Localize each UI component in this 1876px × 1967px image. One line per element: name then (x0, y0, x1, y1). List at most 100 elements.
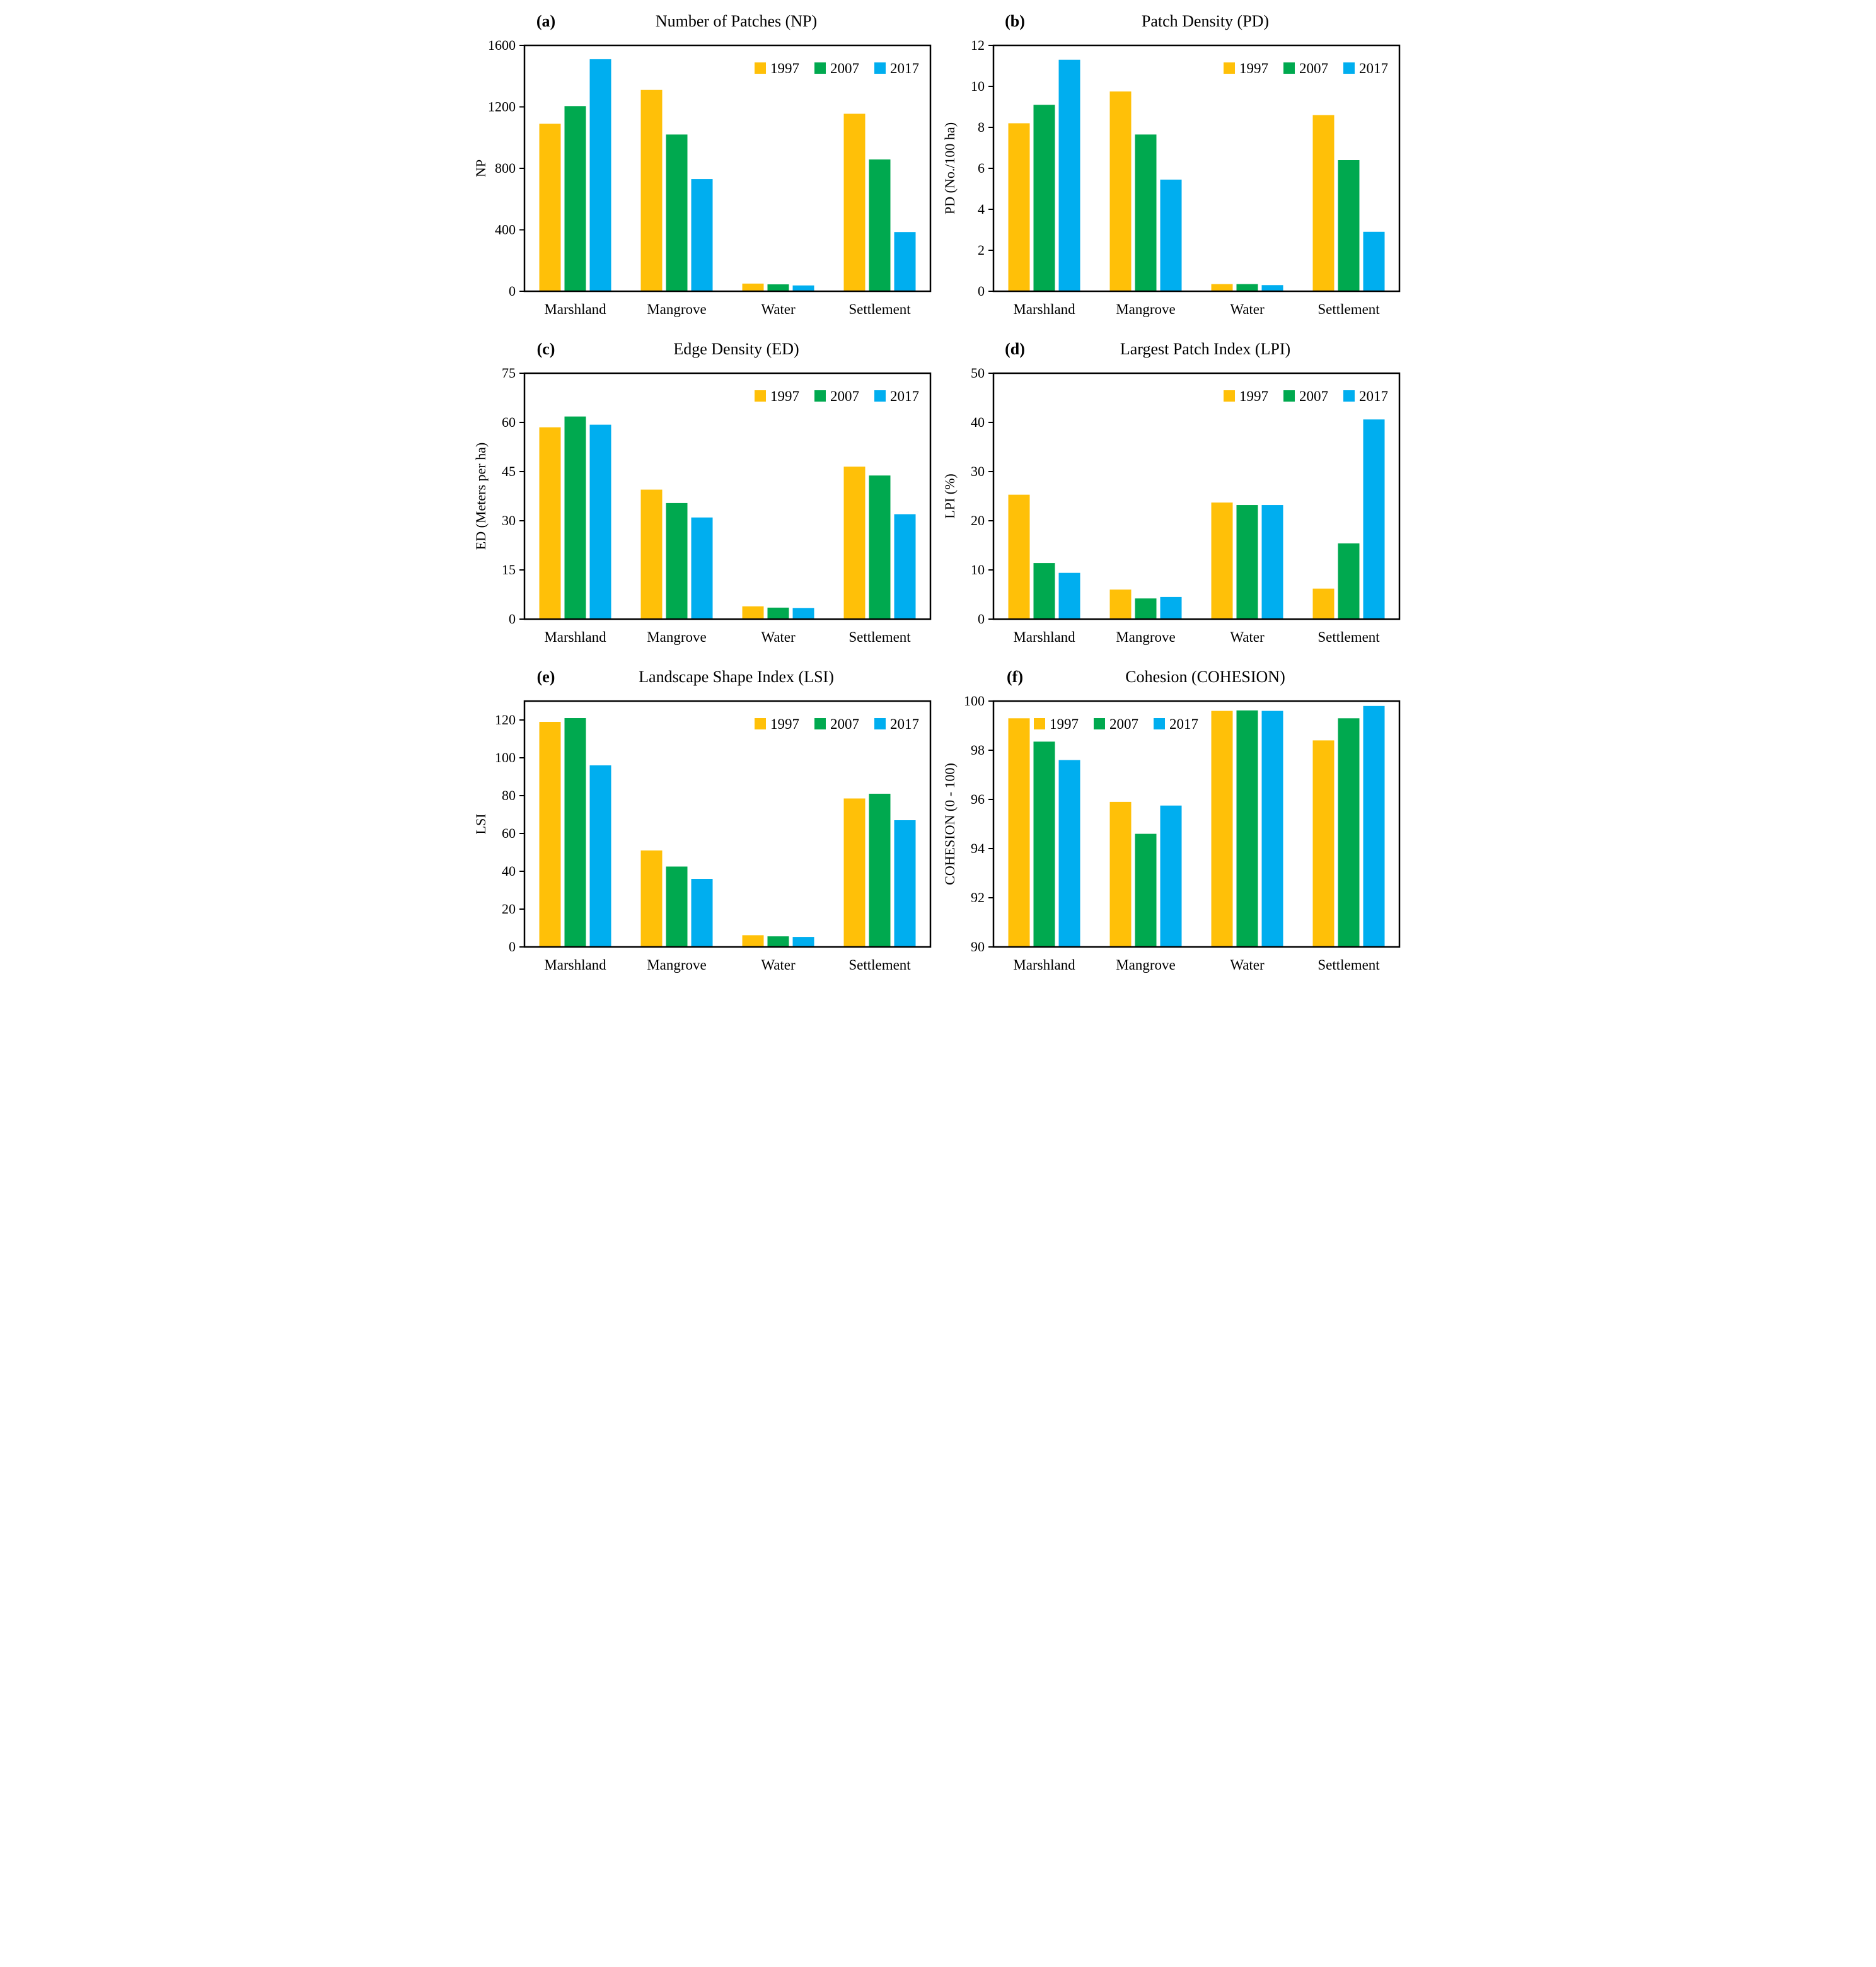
plot-frame (992, 44, 1401, 293)
bar-2007-marshland (564, 106, 586, 291)
bar-1997-mangrove (640, 489, 663, 619)
legend-item-1997: 1997 (755, 716, 799, 732)
bar-2017-marshland (1058, 59, 1080, 291)
x-category-label: Settlement (848, 629, 911, 645)
legend-item-2017: 2017 (1154, 716, 1198, 732)
legend-label-2017: 2017 (890, 716, 919, 732)
bar-2007-water (1236, 710, 1258, 947)
y-tick-label: 1600 (488, 37, 516, 53)
y-tick-label: 0 (509, 611, 516, 627)
y-tick-label: 120 (495, 712, 516, 728)
bar-2007-mangrove (1135, 833, 1157, 947)
legend-swatch-2017 (874, 718, 886, 729)
legend-swatch-1997 (755, 62, 766, 74)
bar-2007-settlement (1338, 718, 1360, 947)
chart-panel-e: (e) Landscape Shape Index (LSI) LSI 0 20 40 60… (469, 656, 938, 984)
bar-1997-mangrove (1109, 801, 1132, 947)
legend-item-2017: 2017 (1343, 388, 1388, 404)
y-tick-label: 30 (971, 463, 985, 479)
legend-swatch-2007 (1283, 390, 1295, 402)
bar-2017-mangrove (1160, 179, 1182, 292)
bar-1997-marshland (1008, 718, 1030, 947)
bar-2017-settlement (1363, 419, 1385, 619)
x-category-label: Settlement (848, 301, 911, 317)
y-tick-label: 10 (971, 562, 985, 577)
y-tick-label: 100 (964, 693, 985, 709)
legend-item-2017: 2017 (874, 716, 919, 732)
bar-1997-water (742, 606, 764, 619)
x-category-label: Settlement (1317, 629, 1380, 645)
y-tick-label: 92 (971, 890, 985, 905)
bar-1997-marshland (539, 722, 561, 947)
bar-2017-settlement (1363, 231, 1385, 291)
legend-item-1997: 1997 (1034, 716, 1079, 732)
bar-1997-settlement (843, 798, 866, 947)
y-tick-label: 45 (502, 463, 516, 479)
plot-frame (992, 700, 1401, 948)
y-axis-label: PD (No./100 ha) (942, 122, 958, 214)
x-category-label: Water (761, 629, 796, 645)
x-category-label: Water (761, 301, 796, 317)
chart-panel-f: (f) Cohesion (COHESION) COHESION (0 - 100)… (938, 656, 1407, 984)
y-tick-label: 100 (495, 750, 516, 765)
y-tick-label: 0 (509, 283, 516, 299)
y-axis-label: LPI (%) (942, 473, 958, 518)
y-tick-label: 12 (971, 37, 985, 53)
chart-svg-b: (b) Patch Density (PD) PD (No./100 ha) 0 2 4 6… (942, 12, 1401, 317)
x-category-label: Water (1230, 957, 1265, 973)
legend-item-2007: 2007 (814, 61, 859, 76)
bar-1997-mangrove (640, 90, 663, 291)
x-category-label: Mangrove (647, 301, 707, 317)
bar-2017-water (1261, 285, 1283, 291)
y-tick-label: 20 (971, 513, 985, 528)
x-category-label: Mangrove (1116, 301, 1176, 317)
panel-title: Cohesion (COHESION) (1125, 668, 1285, 686)
legend-item-1997: 1997 (1224, 61, 1268, 76)
legend-label-2017: 2017 (1359, 388, 1388, 404)
bar-2007-settlement (1338, 543, 1360, 619)
bar-2017-marshland (589, 59, 611, 291)
y-tick-label: 90 (971, 939, 985, 954)
y-axis-label: NP (473, 160, 489, 177)
x-category-label: Mangrove (1116, 957, 1176, 973)
legend-label-2017: 2017 (1359, 61, 1388, 76)
y-axis-label: LSI (473, 814, 489, 835)
panel-title: Largest Patch Index (LPI) (1120, 340, 1290, 358)
legend-label-2017: 2017 (1169, 716, 1198, 732)
x-category-label: Mangrove (1116, 629, 1176, 645)
chart-panel-a: (a) Number of Patches (NP) NP 0 400 800 1200 16… (469, 0, 938, 328)
legend-item-2007: 2007 (814, 716, 859, 732)
y-tick-label: 0 (978, 611, 985, 627)
chart-panel-c: (c) Edge Density (ED) ED (Meters per ha) 0 1… (469, 328, 938, 656)
legend-label-2007: 2007 (830, 61, 859, 76)
panel-title: Edge Density (ED) (673, 340, 799, 358)
bar-1997-mangrove (640, 850, 663, 947)
y-tick-label: 8 (978, 119, 985, 135)
panel-title: Landscape Shape Index (LSI) (639, 668, 834, 686)
plot-frame (523, 700, 932, 948)
legend-swatch-1997 (1224, 390, 1235, 402)
bar-2007-mangrove (666, 134, 688, 291)
legend-label-1997: 1997 (770, 61, 799, 76)
legend-label-2007: 2007 (1299, 61, 1328, 76)
legend-swatch-2017 (1343, 390, 1355, 402)
y-tick-label: 1200 (488, 99, 516, 115)
bar-1997-settlement (843, 113, 866, 291)
legend-swatch-2007 (814, 390, 826, 402)
chart-svg-a: (a) Number of Patches (NP) NP 0 400 800 1200 16… (473, 12, 932, 317)
bar-2017-marshland (589, 424, 611, 619)
legend-item-2007: 2007 (1094, 716, 1138, 732)
legend-label-1997: 1997 (770, 388, 799, 404)
bar-2007-water (767, 936, 789, 947)
y-tick-label: 4 (978, 201, 985, 217)
panel-letter: (f) (1007, 668, 1023, 686)
legend-item-2007: 2007 (814, 388, 859, 404)
legend-item-2007: 2007 (1283, 61, 1328, 76)
legend-item-1997: 1997 (1224, 388, 1268, 404)
plot-frame (523, 44, 932, 293)
legend-swatch-2017 (1154, 718, 1165, 729)
bar-2017-mangrove (691, 517, 713, 619)
panel-letter: (e) (537, 668, 555, 686)
bar-2017-marshland (1058, 760, 1080, 947)
bar-2007-mangrove (1135, 598, 1157, 619)
